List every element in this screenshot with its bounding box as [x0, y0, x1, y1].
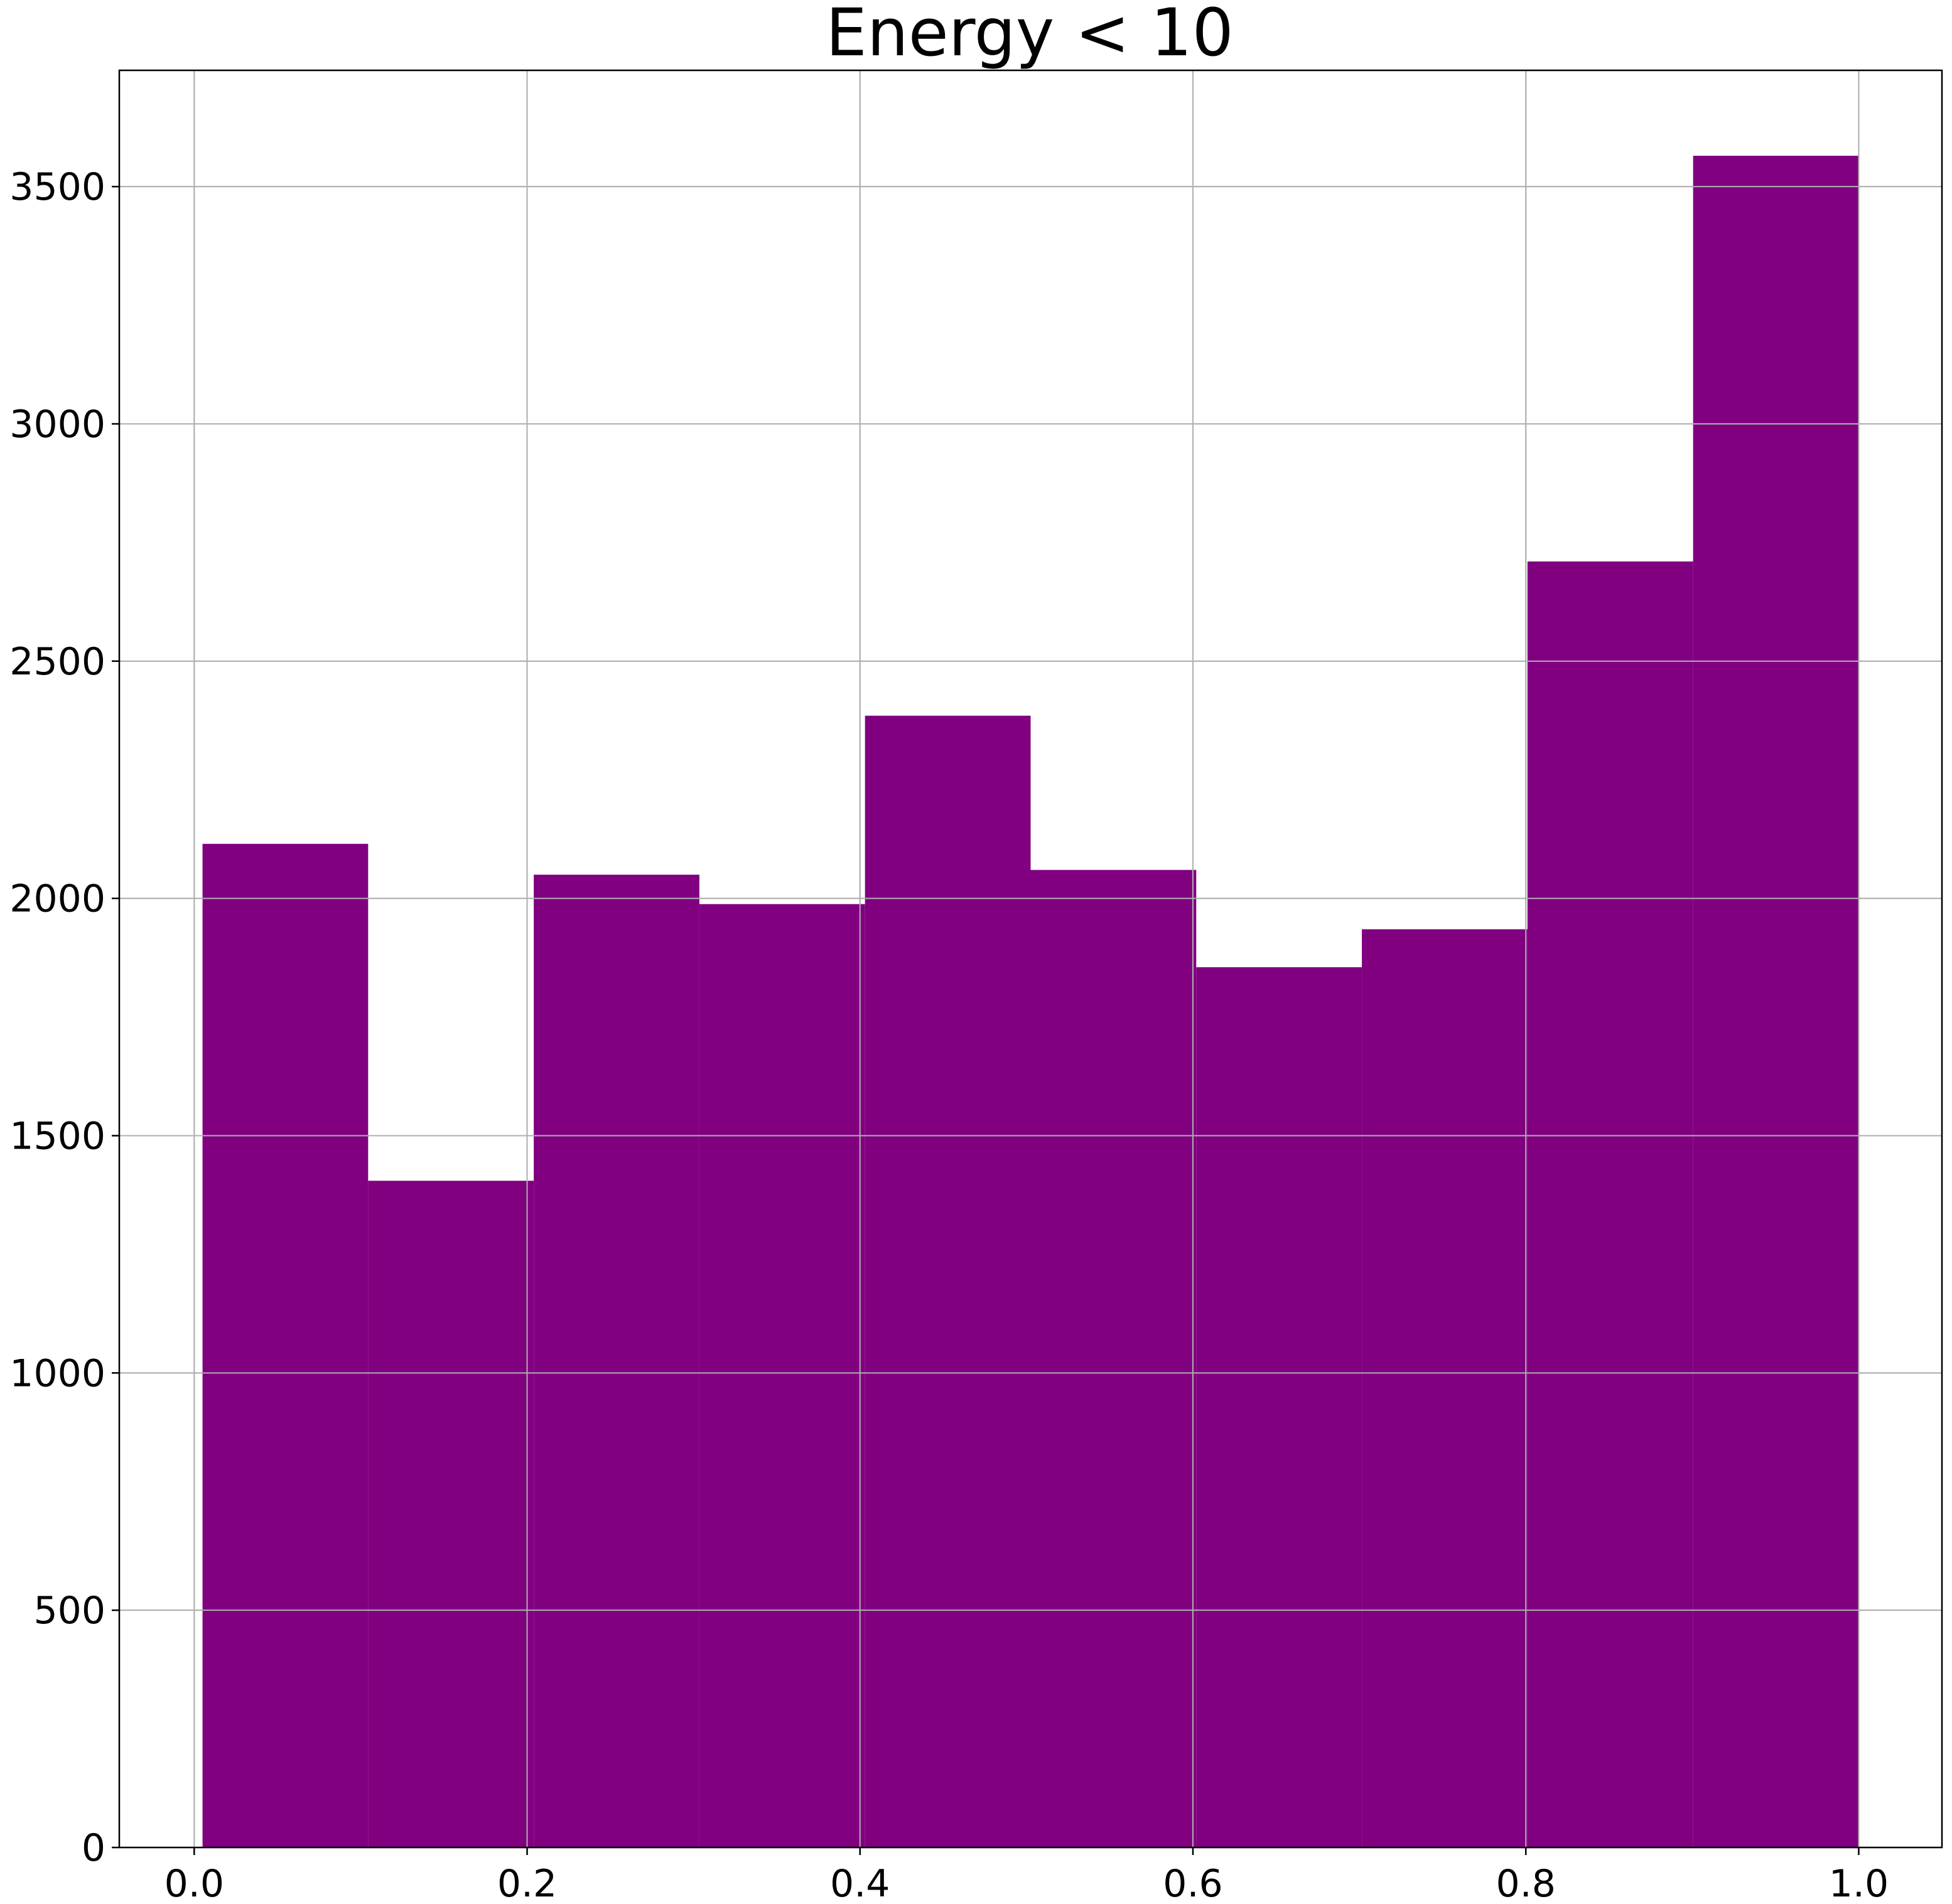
x-tick-label: 0.2	[497, 1862, 557, 1904]
histogram-bar	[1362, 929, 1528, 1847]
y-tick-label: 3000	[9, 403, 105, 446]
x-axis: 0.0 0.2 0.4 0.6 0.8 1.0	[164, 1847, 1889, 1904]
x-tick-label: 0.8	[1496, 1862, 1556, 1904]
histogram-bar	[368, 1181, 534, 1847]
histogram-bar	[202, 843, 369, 1847]
y-axis: 0 500 1000 1500 2000 2500 3000 3500	[9, 165, 119, 1870]
y-tick-label: 0	[82, 1826, 105, 1870]
grid-lines-over-bars	[119, 70, 1942, 1848]
y-tick-label: 3500	[9, 165, 105, 209]
x-tick-label: 1.0	[1829, 1862, 1889, 1904]
y-tick-label: 2500	[9, 640, 105, 684]
y-tick-label: 500	[33, 1589, 105, 1633]
chart-title: Energy < 10	[826, 0, 1234, 71]
histogram-bar	[1196, 967, 1362, 1847]
x-tick-label: 0.0	[164, 1862, 224, 1904]
bars	[202, 156, 1859, 1847]
histogram-bar	[534, 874, 699, 1847]
histogram-bar	[1693, 156, 1859, 1847]
y-tick-label: 1000	[9, 1351, 105, 1395]
y-tick-label: 1500	[9, 1114, 105, 1158]
plot-frame	[118, 69, 1943, 1849]
histogram-bar	[1527, 561, 1693, 1847]
x-tick-label: 0.4	[830, 1862, 890, 1904]
x-tick-label: 0.6	[1163, 1862, 1222, 1904]
histogram-bar	[865, 715, 1031, 1847]
y-tick-label: 2000	[9, 877, 105, 921]
histogram-bar	[699, 904, 865, 1847]
histogram-bar	[1030, 870, 1197, 1847]
